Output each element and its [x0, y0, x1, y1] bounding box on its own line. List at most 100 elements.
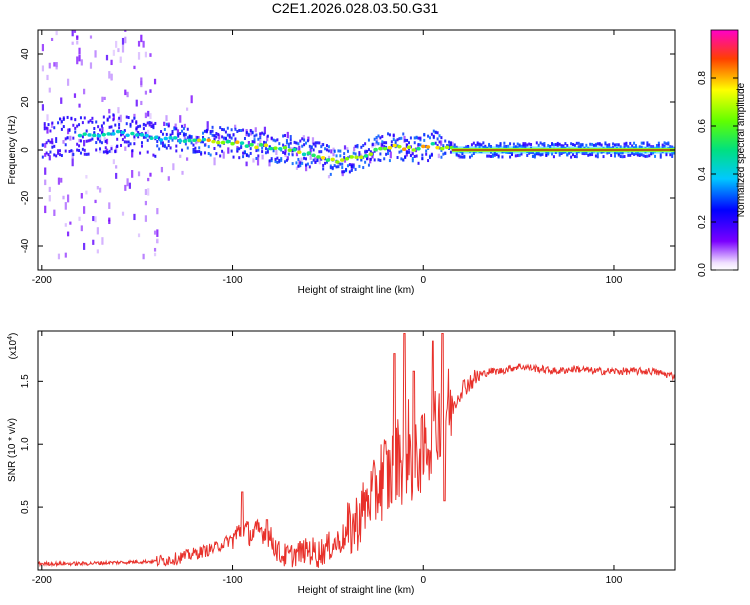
heatmap-cell	[573, 155, 576, 159]
ridge-point	[239, 141, 245, 145]
heatmap-cell	[144, 112, 148, 119]
heatmap-cell	[325, 144, 328, 148]
heatmap-cell	[480, 143, 483, 147]
heatmap-cell	[369, 150, 372, 154]
ridge-point	[163, 136, 168, 141]
heatmap-cell	[171, 129, 174, 133]
heatmap-cell	[331, 167, 334, 171]
heatmap-cell	[48, 155, 51, 161]
heatmap-cell	[69, 135, 72, 141]
ridge-point	[301, 152, 307, 157]
heatmap-cell	[469, 155, 472, 159]
heatmap-cell	[619, 155, 622, 159]
heatmap-cell	[112, 114, 115, 120]
heatmap-cell	[354, 167, 357, 171]
heatmap-cell	[541, 152, 544, 156]
heatmap-cell	[99, 187, 102, 193]
heatmap-cell	[64, 137, 67, 141]
heatmap-cell	[516, 142, 519, 146]
heatmap-cell	[181, 129, 184, 133]
heatmap-cell	[407, 150, 410, 154]
heatmap-cell	[108, 219, 111, 225]
heatmap-cell	[358, 151, 361, 155]
heatmap-cell	[102, 121, 105, 125]
heatmap-cell	[425, 152, 428, 156]
heatmap-cell	[293, 140, 296, 144]
heatmap-cell	[388, 149, 391, 153]
heatmap-cell	[353, 146, 356, 152]
heatmap-cell	[596, 155, 599, 159]
heatmap-cell	[478, 142, 481, 146]
spectrogram-xlabel: Height of straight line (km)	[298, 285, 415, 296]
heatmap-cell	[547, 144, 550, 148]
heatmap-cell	[332, 152, 335, 157]
heatmap-cell	[50, 138, 54, 143]
heatmap-cell	[245, 161, 248, 167]
heatmap-cell	[230, 149, 233, 153]
heatmap-cell	[186, 146, 189, 150]
heatmap-cell	[285, 158, 288, 162]
heatmap-cell	[137, 171, 141, 177]
heatmap-cell	[440, 148, 443, 152]
heatmap-cell	[402, 132, 405, 136]
heatmap-cell	[43, 124, 46, 128]
heatmap-cell	[49, 150, 52, 154]
heatmap-cell	[398, 150, 401, 154]
heatmap-cell	[268, 159, 271, 167]
ridge-point	[363, 154, 369, 158]
heatmap-cell	[333, 164, 336, 168]
heatmap-cell	[232, 155, 235, 159]
heatmap-cell	[377, 134, 380, 138]
heatmap-cell	[60, 127, 63, 131]
heatmap-cell	[167, 144, 170, 148]
heatmap-cell	[389, 151, 392, 159]
heatmap-cell	[417, 161, 420, 165]
heatmap-cell	[167, 139, 170, 143]
heatmap-cell	[514, 154, 517, 158]
heatmap-cell	[100, 131, 103, 135]
heatmap-cell	[327, 149, 330, 153]
heatmap-cell	[149, 89, 152, 93]
heatmap-cell	[352, 163, 355, 167]
heatmap-cell	[275, 149, 278, 155]
heatmap-cell	[207, 152, 210, 156]
heatmap-cell	[133, 116, 136, 120]
heatmap-cell	[252, 158, 255, 163]
x-tick-label: 0	[420, 575, 426, 586]
heatmap-cell	[83, 148, 86, 152]
heatmap-cell	[85, 152, 88, 156]
heatmap-cell	[238, 128, 241, 132]
heatmap-cell	[126, 178, 129, 187]
heatmap-cell	[392, 134, 395, 138]
heatmap-cell	[177, 134, 180, 138]
heatmap-cell	[406, 143, 409, 147]
heatmap-cell	[148, 135, 151, 139]
heatmap-cell	[364, 142, 367, 146]
heatmap-cell	[495, 153, 498, 157]
heatmap-cell	[291, 153, 294, 157]
ridge-point	[134, 133, 140, 137]
heatmap-cell	[81, 121, 84, 125]
ridge-point	[249, 142, 254, 147]
ridge-point	[325, 158, 331, 162]
heatmap-cell	[181, 170, 184, 175]
heatmap-cell	[314, 160, 317, 164]
heatmap-cell	[381, 143, 384, 147]
heatmap-cell	[149, 113, 152, 120]
heatmap-cell	[182, 127, 185, 131]
heatmap-cell	[531, 154, 534, 158]
heatmap-cell	[289, 135, 292, 139]
x-tick-label: -200	[32, 575, 52, 586]
heatmap-cell	[543, 144, 546, 148]
heatmap-cell	[147, 129, 150, 138]
heatmap-cell	[123, 140, 126, 144]
heatmap-cell	[322, 163, 325, 167]
heatmap-cell	[436, 144, 439, 148]
heatmap-cell	[227, 147, 230, 154]
heatmap-cell	[449, 143, 452, 147]
heatmap-cell	[394, 139, 397, 143]
heatmap-cell	[274, 157, 277, 161]
snr-ylabel: SNR (10 * v/v)	[7, 418, 18, 482]
heatmap-cell	[537, 143, 540, 147]
heatmap-cell	[211, 133, 214, 137]
